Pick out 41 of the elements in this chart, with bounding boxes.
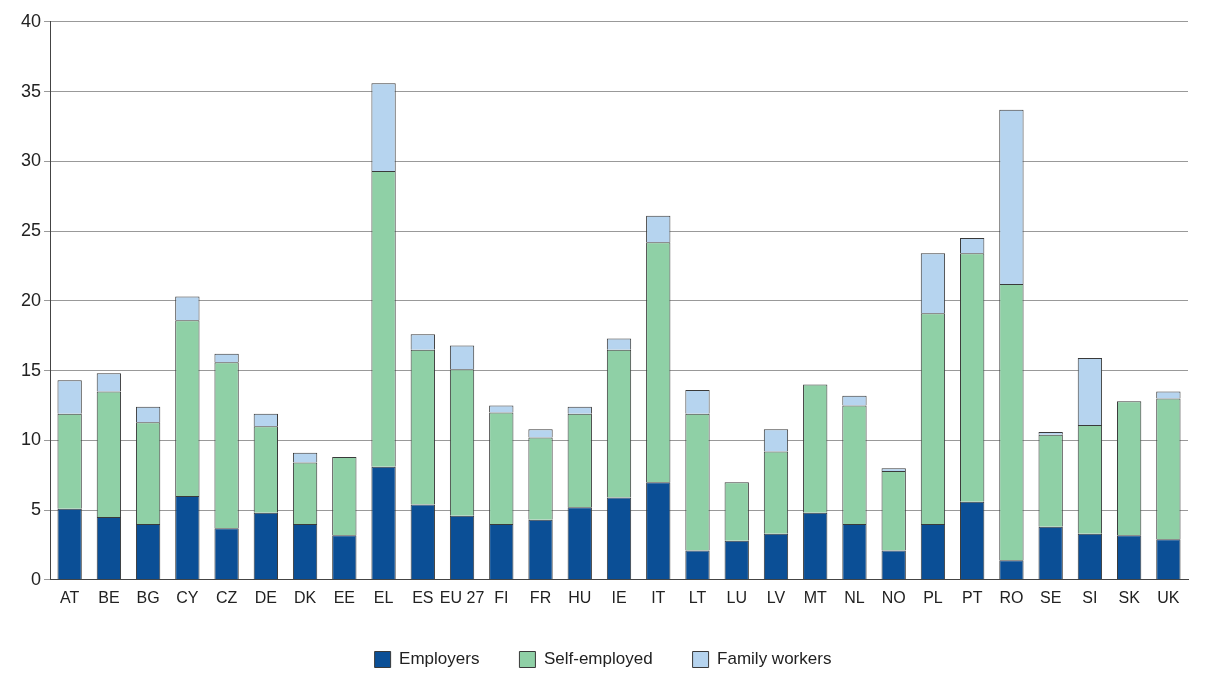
x-tick-label: CY xyxy=(176,588,199,606)
x-tick-label: SI xyxy=(1082,588,1098,606)
x-tick-label: DE xyxy=(254,588,277,606)
x-tick-label: PT xyxy=(961,588,983,606)
x-tick-label: LV xyxy=(766,588,786,606)
x-tick-label: BE xyxy=(98,588,120,606)
y-tick-label: 25 xyxy=(20,220,42,241)
y-tick-label: 30 xyxy=(20,150,42,171)
x-tick-label: MT xyxy=(803,588,827,606)
x-tick-label: FI xyxy=(494,588,509,606)
x-tick-label: HU xyxy=(568,588,592,606)
x-tick-label: EL xyxy=(373,588,394,606)
legend-label: Employers xyxy=(399,649,480,669)
y-tick-label: 15 xyxy=(20,359,42,380)
x-tick-label: IE xyxy=(611,588,627,606)
x-tick-label: LT xyxy=(688,588,707,606)
x-tick-label: AT xyxy=(60,588,80,606)
y-tick-label: 20 xyxy=(20,289,42,310)
y-tick-label: 35 xyxy=(20,80,42,101)
x-tick-label: BG xyxy=(136,588,160,606)
y-tick-label: 5 xyxy=(31,499,42,520)
x-tick-label: ES xyxy=(412,588,434,606)
x-tick-label: FR xyxy=(529,588,552,606)
y-tick-label: 40 xyxy=(20,10,42,31)
x-tick-label: NL xyxy=(844,588,865,606)
x-tick-label: LU xyxy=(726,588,747,606)
y-tick-label: 10 xyxy=(20,429,42,450)
x-tick-label: UK xyxy=(1157,588,1180,606)
legend-label: Family workers xyxy=(717,649,832,669)
y-tick-label: 0 xyxy=(31,568,42,589)
x-tick-label: PL xyxy=(923,588,943,606)
legend-label: Self-employed xyxy=(543,649,653,669)
x-tick-label: CZ xyxy=(215,588,238,606)
x-tick-label: DK xyxy=(293,588,317,606)
x-tick-label: EE xyxy=(333,588,355,606)
x-tick-label: SK xyxy=(1118,588,1141,606)
x-tick-label: SE xyxy=(1039,588,1062,606)
x-tick-label: EU 27 xyxy=(439,588,485,606)
x-tick-label: NO xyxy=(881,588,906,606)
x-tick-label: IT xyxy=(651,588,666,606)
x-tick-label: RO xyxy=(999,588,1024,606)
